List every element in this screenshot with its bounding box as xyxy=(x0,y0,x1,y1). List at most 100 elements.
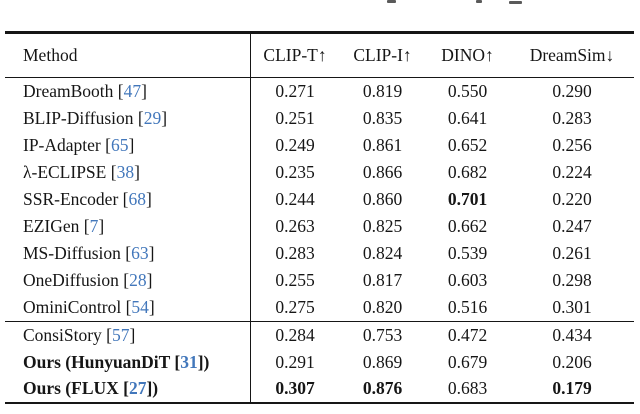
metric-value-dino: 0.516 xyxy=(447,296,488,317)
method-name: Ours (HunyuanDiT [ xyxy=(23,351,181,372)
method-name: IP-Adapter [ xyxy=(23,134,111,155)
results-table: Method CLIP-T↑ CLIP-I↑ DINO↑ DreamSim↓ D… xyxy=(5,31,634,405)
method-name: λ-ECLIPSE [ xyxy=(23,161,117,182)
metric-value-clip-t: 0.275 xyxy=(275,296,315,317)
table-row: BLIP-Diffusion [29] 0.251 0.835 0.641 0.… xyxy=(5,105,634,132)
method-name: SSR-Encoder [ xyxy=(23,188,129,209)
metric-value-dreamsim: 0.261 xyxy=(552,242,592,263)
metric-value-dino: 0.683 xyxy=(447,378,488,399)
citation-ref-link[interactable]: 31 xyxy=(180,351,198,372)
metric-value-clip-i: 0.819 xyxy=(362,80,403,101)
method-name-suffix: ]) xyxy=(197,351,210,372)
metric-value-dreamsim: 0.179 xyxy=(552,378,592,399)
table-row: SSR-Encoder [68] 0.244 0.860 0.701 0.220 xyxy=(5,186,634,213)
method-cell: λ-ECLIPSE [38] xyxy=(5,162,250,183)
table-row: MS-Diffusion [63] 0.283 0.824 0.539 0.26… xyxy=(5,240,634,267)
metric-value-clip-t: 0.284 xyxy=(275,325,315,346)
method-cell: Ours (FLUX [27]) xyxy=(5,378,250,399)
metric-value-clip-t: 0.255 xyxy=(275,269,315,290)
table-header-row: Method CLIP-T↑ CLIP-I↑ DINO↑ DreamSim↓ xyxy=(5,34,634,77)
cropped-caption-fragment xyxy=(476,0,482,3)
metric-value-dino: 0.472 xyxy=(447,325,488,346)
citation-ref-link[interactable]: 68 xyxy=(128,188,146,209)
citation-ref-link[interactable]: 47 xyxy=(123,80,142,101)
table-top-rule xyxy=(5,31,634,34)
column-header-dreamsim: DreamSim↓ xyxy=(529,44,615,65)
metric-value-clip-i: 0.876 xyxy=(362,378,403,399)
citation-ref-link[interactable]: 63 xyxy=(131,242,149,263)
metric-value-dino: 0.682 xyxy=(447,161,488,182)
method-name-suffix: ] xyxy=(129,325,136,346)
metric-value-clip-i: 0.825 xyxy=(362,215,403,236)
column-header-clip-i: CLIP-I↑ xyxy=(353,44,412,65)
method-name: DreamBooth [ xyxy=(23,80,124,101)
metric-value-clip-i: 0.835 xyxy=(362,107,403,128)
method-cell: OneDiffusion [28] xyxy=(5,270,250,291)
citation-ref-link[interactable]: 28 xyxy=(129,269,147,290)
method-name: EZIGen [ xyxy=(23,215,90,236)
method-name-suffix: ]) xyxy=(146,378,159,399)
table-row: DreamBooth [47] 0.271 0.819 0.550 0.290 xyxy=(5,78,634,105)
method-cell: Ours (HunyuanDiT [31]) xyxy=(5,352,250,373)
metric-value-dino: 0.539 xyxy=(447,242,488,263)
table-body-ours: ConsiStory [57] 0.284 0.753 0.472 0.434 … xyxy=(5,322,634,402)
method-name-suffix: ] xyxy=(148,242,155,263)
metric-value-dreamsim: 0.434 xyxy=(552,325,592,346)
column-divider-line xyxy=(250,33,252,402)
citation-ref-link[interactable]: 7 xyxy=(89,215,99,236)
citation-ref-link[interactable]: 57 xyxy=(111,325,130,346)
metric-value-clip-t: 0.291 xyxy=(275,351,315,372)
method-name-suffix: ] xyxy=(148,296,155,317)
metric-value-dreamsim: 0.224 xyxy=(552,161,592,182)
metric-value-dreamsim: 0.256 xyxy=(552,134,592,155)
table-row: IP-Adapter [65] 0.249 0.861 0.652 0.256 xyxy=(5,132,634,159)
metric-value-clip-i: 0.753 xyxy=(362,325,403,346)
method-cell: EZIGen [7] xyxy=(5,216,250,237)
metric-value-clip-i: 0.820 xyxy=(362,296,403,317)
table-body-baselines: DreamBooth [47] 0.271 0.819 0.550 0.290 … xyxy=(5,78,634,321)
citation-ref-link[interactable]: 27 xyxy=(128,378,147,399)
citation-ref-link[interactable]: 54 xyxy=(131,296,149,317)
citation-ref-link[interactable]: 29 xyxy=(143,107,162,128)
metric-value-dreamsim: 0.290 xyxy=(552,80,592,101)
metric-value-clip-t: 0.283 xyxy=(275,242,315,263)
metric-value-dino: 0.662 xyxy=(447,215,488,236)
method-name: Ours (FLUX [ xyxy=(23,378,129,399)
method-name: OminiControl [ xyxy=(23,296,132,317)
group-separator-rule xyxy=(5,320,634,323)
method-cell: BLIP-Diffusion [29] xyxy=(5,108,250,129)
header-separator-rule xyxy=(5,76,634,78)
table-bottom-rule xyxy=(5,401,634,405)
method-cell: ConsiStory [57] xyxy=(5,325,250,346)
metric-value-clip-i: 0.860 xyxy=(362,188,403,209)
table-row: OminiControl [54] 0.275 0.820 0.516 0.30… xyxy=(5,294,634,321)
column-header-dino: DINO↑ xyxy=(441,44,494,65)
metric-value-clip-t: 0.235 xyxy=(275,161,315,182)
metric-value-clip-i: 0.866 xyxy=(362,161,403,182)
cropped-caption-fragment xyxy=(387,0,396,3)
metric-value-clip-i: 0.817 xyxy=(362,269,403,290)
citation-ref-link[interactable]: 65 xyxy=(110,134,129,155)
metric-value-clip-t: 0.263 xyxy=(275,215,315,236)
method-name-suffix: ] xyxy=(145,188,152,209)
metric-value-dreamsim: 0.247 xyxy=(552,215,592,236)
metric-value-dreamsim: 0.301 xyxy=(552,296,592,317)
method-name: MS-Diffusion [ xyxy=(23,242,132,263)
metric-value-dino: 0.652 xyxy=(447,134,488,155)
metric-value-clip-i: 0.861 xyxy=(362,134,403,155)
method-name-suffix: ] xyxy=(98,215,105,236)
method-cell: DreamBooth [47] xyxy=(5,81,250,102)
metric-value-dreamsim: 0.283 xyxy=(552,107,592,128)
metric-value-clip-t: 0.271 xyxy=(275,80,315,101)
citation-ref-link[interactable]: 38 xyxy=(116,161,135,182)
metric-value-dino: 0.701 xyxy=(447,188,488,209)
method-cell: IP-Adapter [65] xyxy=(5,135,250,156)
metric-value-dreamsim: 0.298 xyxy=(552,269,592,290)
metric-value-dino: 0.550 xyxy=(447,80,488,101)
method-cell: SSR-Encoder [68] xyxy=(5,189,250,210)
metric-value-dreamsim: 0.206 xyxy=(552,351,592,372)
metric-value-clip-t: 0.251 xyxy=(275,107,315,128)
table-row: ConsiStory [57] 0.284 0.753 0.472 0.434 xyxy=(5,322,634,349)
method-name-suffix: ] xyxy=(161,107,168,128)
